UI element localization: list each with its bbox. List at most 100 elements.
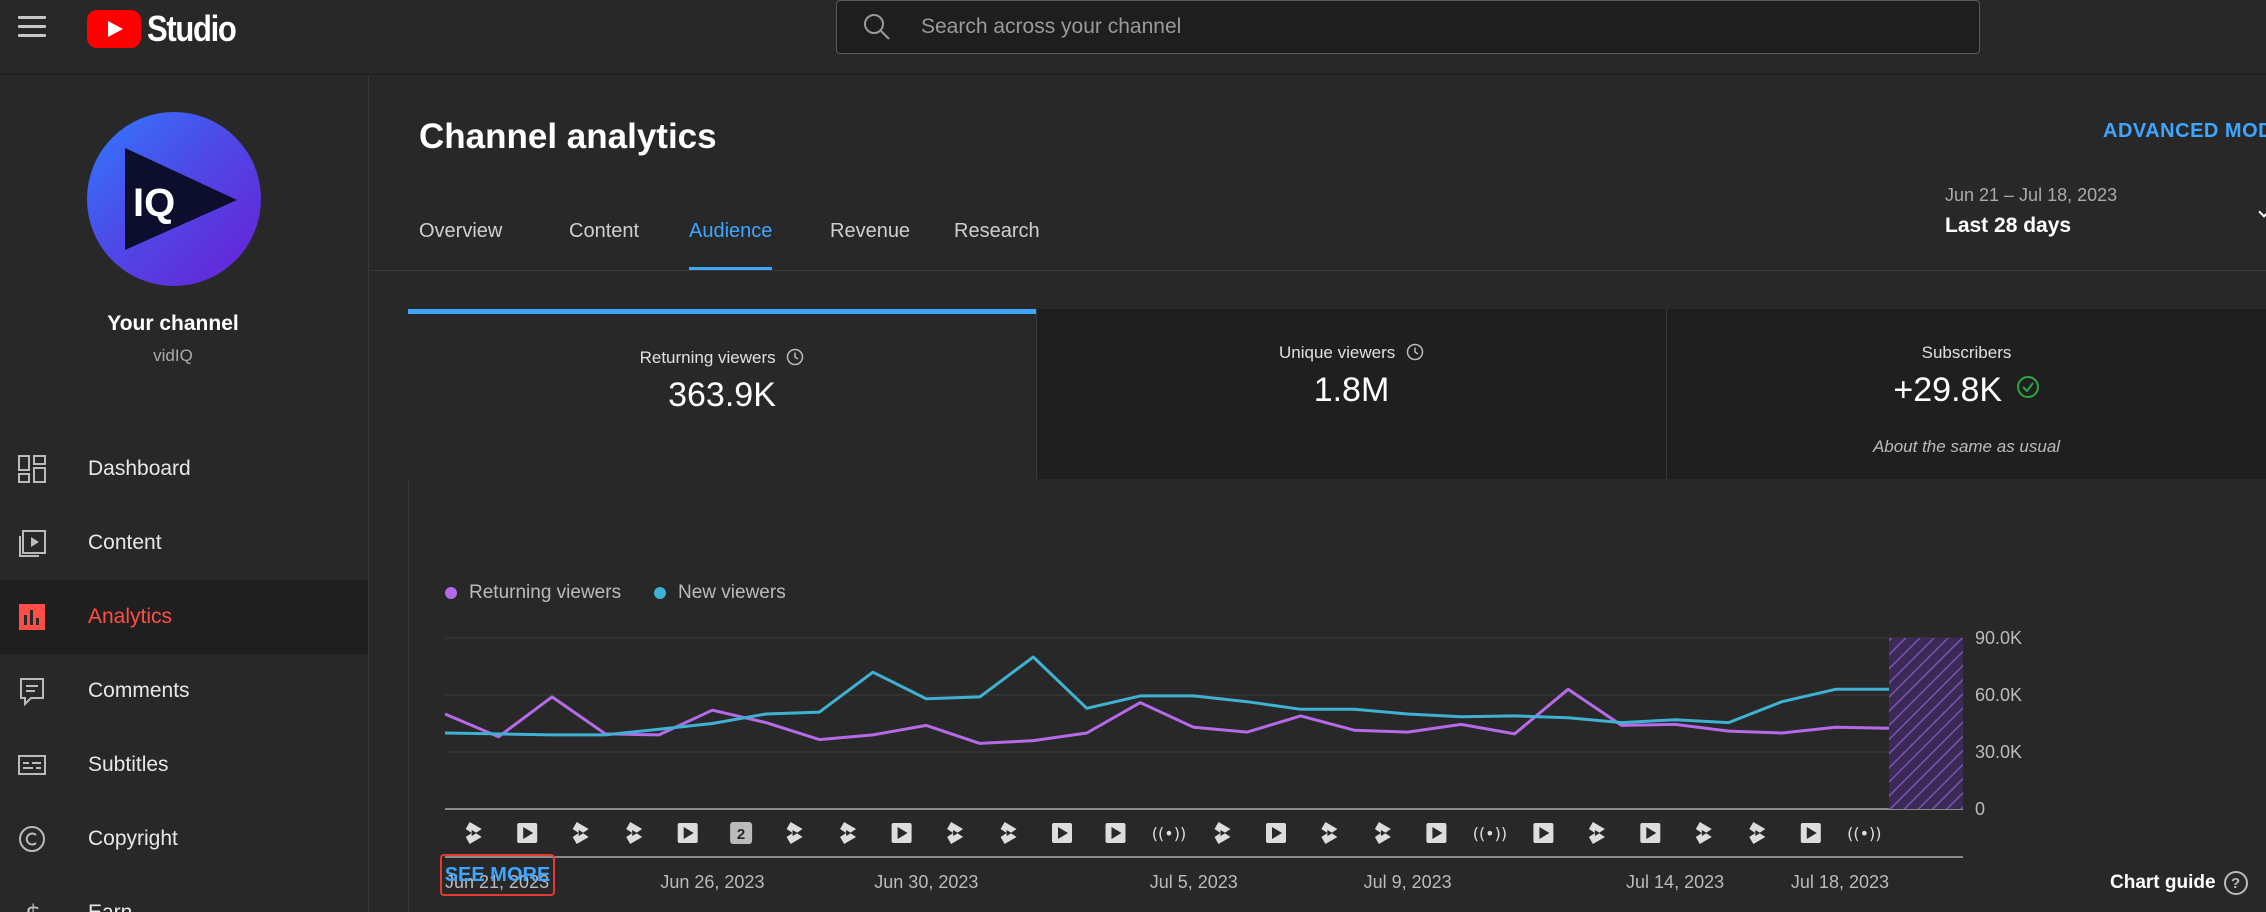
search-box[interactable]	[836, 0, 1980, 54]
series-returning-viewers	[444, 687, 1890, 745]
play-icon	[1327, 830, 1333, 836]
live-marker-icon: ((•))	[1152, 824, 1186, 843]
video-marker-icon	[1800, 823, 1821, 843]
tab-overview[interactable]: Overview	[419, 220, 503, 242]
play-icon	[1220, 830, 1226, 836]
search-input[interactable]	[921, 15, 1921, 39]
play-icon	[1701, 830, 1707, 836]
clock-icon	[787, 348, 804, 366]
play-icon	[683, 827, 694, 839]
shorts-marker-icon	[572, 822, 589, 844]
legend-returning-viewers[interactable]: Returning viewers	[445, 582, 621, 604]
metric-card-unique-viewers[interactable]: Unique viewers 1.8M	[1036, 309, 1666, 479]
shorts-marker-icon	[1588, 822, 1605, 844]
channel-avatar[interactable]: IQ	[87, 112, 261, 286]
chart-guide-label: Chart guide	[2110, 872, 2216, 893]
play-icon	[1272, 827, 1282, 839]
sidebar-item-content[interactable]: Content	[0, 506, 368, 580]
see-more-button[interactable]: SEE MORE	[440, 854, 555, 896]
multi-upload-count: 2	[737, 826, 745, 843]
sidebar-item-dashboard[interactable]: Dashboard	[0, 432, 368, 506]
metric-value: 363.9K	[668, 376, 776, 414]
play-icon	[1539, 827, 1550, 839]
live-icon: ((•))	[1152, 824, 1186, 843]
play-icon	[953, 830, 959, 836]
video-marker-icon	[1052, 823, 1072, 843]
shorts-marker-icon	[1695, 822, 1712, 844]
line-chart[interactable]: 90.0K 60.0K 30.0K 0 2 ((•)) ((•)) ((•)) Jun 21…	[409, 479, 2266, 912]
legend-dot	[654, 587, 666, 599]
series-new-viewers	[444, 655, 1889, 737]
play-icon	[846, 830, 852, 836]
play-icon	[1380, 830, 1386, 836]
multi-upload-icon	[730, 822, 753, 844]
play-icon	[792, 830, 798, 836]
count-2-marker-icon: 2	[730, 822, 753, 844]
youtube-studio-logo[interactable]: Studio	[87, 8, 250, 50]
channel-handle: vidIQ	[153, 346, 193, 365]
sidebar-item-label: Comments	[88, 679, 190, 702]
play-icon	[897, 827, 908, 839]
tabs-divider	[370, 270, 2266, 271]
x-tick-label: Jun 21, 2023	[445, 872, 549, 892]
shorts-marker-icon	[1000, 822, 1017, 844]
shorts-marker-icon	[947, 822, 964, 844]
shorts-marker-icon	[1374, 822, 1391, 844]
y-tick-label: 30.0K	[1975, 742, 2022, 762]
date-range-text: Jun 21 – Jul 18, 2023	[1945, 185, 2118, 205]
play-icon	[523, 827, 534, 839]
sidebar-item-analytics[interactable]: Analytics	[0, 580, 368, 654]
sidebar-item-label: Subtitles	[88, 753, 169, 776]
dashboard-icon	[18, 455, 46, 483]
video-marker-icon	[1640, 823, 1661, 843]
comments-icon	[20, 678, 44, 706]
tab-content[interactable]: Content	[569, 220, 640, 242]
sidebar-item-label: Content	[88, 531, 162, 554]
video-marker-icon	[517, 823, 538, 843]
video-marker-icon	[677, 823, 698, 843]
metric-card-subscribers[interactable]: Subscribers +29.8K About the same as usu…	[1666, 309, 2266, 479]
play-icon	[1755, 830, 1761, 836]
live-marker-icon: ((•))	[1847, 824, 1881, 843]
chart-guide-button[interactable]: Chart guide ?	[2110, 871, 2248, 895]
metric-cards: Returning viewers 363.9K Unique viewers …	[408, 309, 2266, 479]
video-marker-icon	[891, 823, 912, 843]
legend-label: Returning viewers	[469, 582, 622, 603]
tab-research[interactable]: Research	[954, 220, 1040, 242]
play-icon	[632, 830, 638, 836]
sidebar-item-label: Analytics	[88, 605, 173, 628]
tab-revenue[interactable]: Revenue	[830, 220, 911, 242]
sidebar-item-comments[interactable]: Comments	[0, 654, 368, 728]
metric-value: 1.8M	[1313, 371, 1390, 409]
check-circle-icon	[2016, 376, 2039, 398]
page-title: Channel analytics	[419, 117, 717, 156]
play-icon	[1058, 827, 1068, 839]
content-icon	[19, 530, 46, 557]
tab-audience[interactable]: Audience	[689, 220, 773, 270]
sidebar-item-label: Copyright	[88, 827, 178, 850]
x-tick-label: Jun 26, 2023	[660, 872, 764, 892]
play-icon	[1006, 830, 1012, 836]
video-marker-icon	[1266, 823, 1286, 843]
chart-panel: Returning viewers New viewers 90.0K 60.0K…	[408, 479, 2266, 912]
play-icon	[471, 830, 477, 836]
chevron-down-icon	[2258, 206, 2266, 218]
play-icon	[1111, 827, 1122, 839]
sidebar-item-copyright[interactable]: Copyright	[0, 802, 368, 876]
advanced-mode-button[interactable]: ADVANCED MOD	[2103, 120, 2266, 142]
sidebar-item-earn[interactable]: $ Earn	[0, 876, 368, 912]
sidebar-item-subtitles[interactable]: Subtitles	[0, 728, 368, 802]
metric-card-returning-viewers[interactable]: Returning viewers 363.9K	[408, 309, 1036, 479]
clock-icon	[1406, 343, 1424, 361]
x-tick-label: Jul 9, 2023	[1364, 872, 1452, 892]
legend-new-viewers[interactable]: New viewers	[654, 582, 786, 604]
shorts-marker-icon	[1321, 822, 1338, 844]
play-icon	[1646, 827, 1657, 839]
play-icon	[1594, 830, 1600, 836]
partial-data-hatch	[1889, 638, 1963, 809]
date-range-label: Last 28 days	[1945, 214, 2072, 237]
play-icon	[1806, 827, 1817, 839]
logo-text: Studio	[147, 8, 237, 49]
menu-icon[interactable]	[18, 14, 48, 38]
search-icon	[863, 13, 891, 41]
